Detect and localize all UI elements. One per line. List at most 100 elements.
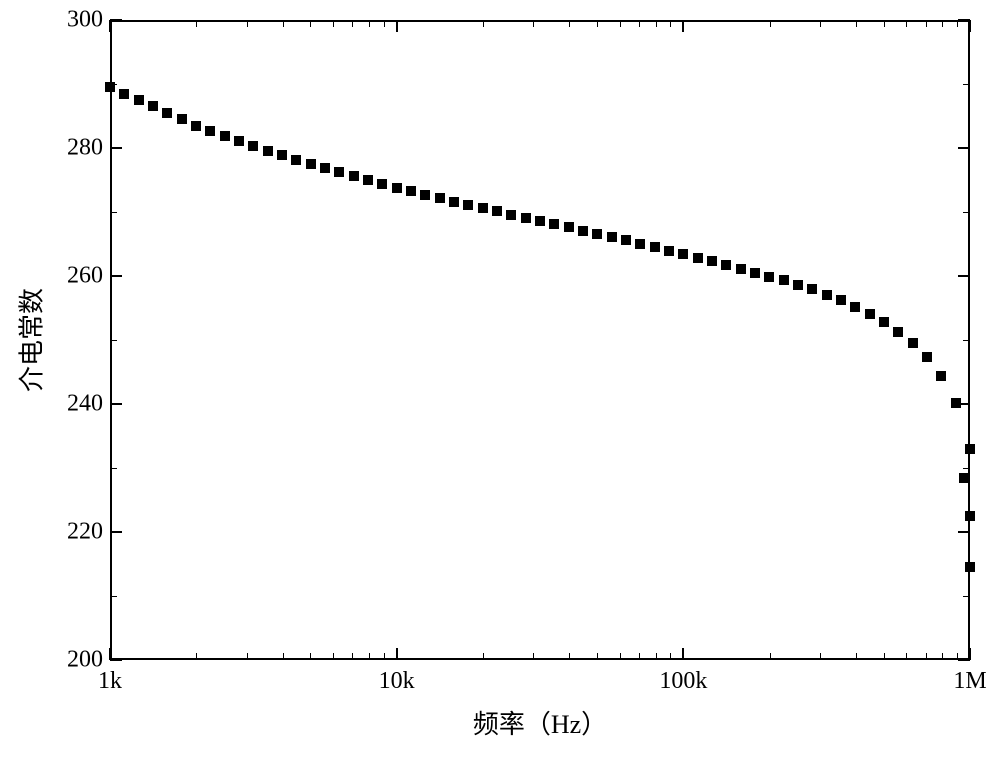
x-tick-minor bbox=[533, 653, 534, 660]
x-tick-minor bbox=[856, 653, 857, 660]
x-tick-minor bbox=[310, 20, 311, 27]
data-point bbox=[822, 290, 832, 300]
data-point bbox=[693, 253, 703, 263]
data-point bbox=[320, 163, 330, 173]
x-tick-minor bbox=[957, 20, 958, 27]
x-tick-minor bbox=[247, 20, 248, 27]
data-point bbox=[148, 101, 158, 111]
y-tick-minor bbox=[963, 340, 970, 341]
data-point bbox=[965, 511, 975, 521]
data-point bbox=[492, 206, 502, 216]
data-point bbox=[478, 203, 488, 213]
data-point bbox=[650, 242, 660, 252]
data-point bbox=[793, 280, 803, 290]
data-point bbox=[291, 155, 301, 165]
data-point bbox=[592, 229, 602, 239]
x-tick-minor bbox=[247, 653, 248, 660]
data-point bbox=[449, 197, 459, 207]
x-tick-major bbox=[109, 20, 111, 32]
x-tick-minor bbox=[384, 20, 385, 27]
x-tick-minor bbox=[639, 653, 640, 660]
x-tick-minor bbox=[856, 20, 857, 27]
x-tick-minor bbox=[884, 20, 885, 27]
data-point bbox=[936, 371, 946, 381]
y-tick-label: 300 bbox=[55, 7, 103, 34]
x-tick-minor bbox=[384, 653, 385, 660]
x-tick-minor bbox=[352, 653, 353, 660]
y-tick-label: 200 bbox=[55, 647, 103, 674]
data-point bbox=[234, 136, 244, 146]
y-tick-major bbox=[958, 659, 970, 661]
x-tick-major bbox=[682, 648, 684, 660]
y-tick-major bbox=[958, 531, 970, 533]
y-tick-minor bbox=[110, 212, 117, 213]
x-tick-minor bbox=[569, 653, 570, 660]
x-tick-minor bbox=[369, 20, 370, 27]
data-point bbox=[951, 398, 961, 408]
x-tick-minor bbox=[770, 653, 771, 660]
data-point bbox=[191, 121, 201, 131]
data-point bbox=[119, 89, 129, 99]
data-point bbox=[248, 141, 258, 151]
y-tick-major bbox=[110, 19, 122, 21]
data-point bbox=[965, 444, 975, 454]
data-point bbox=[420, 190, 430, 200]
y-tick-major bbox=[110, 403, 122, 405]
data-point bbox=[807, 284, 817, 294]
data-point bbox=[134, 95, 144, 105]
x-tick-minor bbox=[369, 653, 370, 660]
y-tick-major bbox=[110, 147, 122, 149]
y-axis-label: 介电常数 bbox=[12, 288, 49, 392]
data-point bbox=[435, 193, 445, 203]
data-point bbox=[349, 171, 359, 181]
data-point bbox=[908, 338, 918, 348]
data-point bbox=[162, 108, 172, 118]
y-tick-label: 260 bbox=[55, 263, 103, 290]
x-tick-minor bbox=[820, 653, 821, 660]
data-point bbox=[750, 268, 760, 278]
y-tick-minor bbox=[963, 468, 970, 469]
data-point bbox=[721, 260, 731, 270]
x-tick-minor bbox=[597, 653, 598, 660]
x-tick-label: 10k bbox=[379, 668, 415, 695]
data-point bbox=[105, 82, 115, 92]
y-tick-major bbox=[110, 659, 122, 661]
y-tick-label: 280 bbox=[55, 135, 103, 162]
x-tick-minor bbox=[333, 653, 334, 660]
data-point bbox=[836, 295, 846, 305]
y-tick-minor bbox=[110, 468, 117, 469]
x-tick-minor bbox=[656, 653, 657, 660]
x-tick-minor bbox=[906, 653, 907, 660]
x-tick-minor bbox=[942, 20, 943, 27]
data-point bbox=[607, 232, 617, 242]
x-tick-major bbox=[682, 20, 684, 32]
data-point bbox=[707, 256, 717, 266]
x-tick-minor bbox=[906, 20, 907, 27]
data-point bbox=[377, 179, 387, 189]
data-point bbox=[865, 309, 875, 319]
x-tick-minor bbox=[310, 653, 311, 660]
y-tick-minor bbox=[963, 212, 970, 213]
data-point bbox=[922, 352, 932, 362]
data-point bbox=[779, 275, 789, 285]
data-point bbox=[965, 562, 975, 572]
data-point bbox=[463, 200, 473, 210]
data-point bbox=[392, 183, 402, 193]
y-tick-minor bbox=[110, 340, 117, 341]
y-tick-major bbox=[110, 275, 122, 277]
data-point bbox=[850, 302, 860, 312]
data-point bbox=[177, 114, 187, 124]
data-point bbox=[406, 186, 416, 196]
x-tick-minor bbox=[620, 20, 621, 27]
y-tick-minor bbox=[110, 596, 117, 597]
y-tick-major bbox=[958, 147, 970, 149]
data-point bbox=[635, 239, 645, 249]
y-tick-major bbox=[110, 531, 122, 533]
x-tick-minor bbox=[670, 653, 671, 660]
y-tick-minor bbox=[963, 596, 970, 597]
x-tick-minor bbox=[942, 653, 943, 660]
x-tick-minor bbox=[620, 653, 621, 660]
data-point bbox=[535, 216, 545, 226]
x-tick-minor bbox=[283, 653, 284, 660]
x-tick-minor bbox=[533, 20, 534, 27]
